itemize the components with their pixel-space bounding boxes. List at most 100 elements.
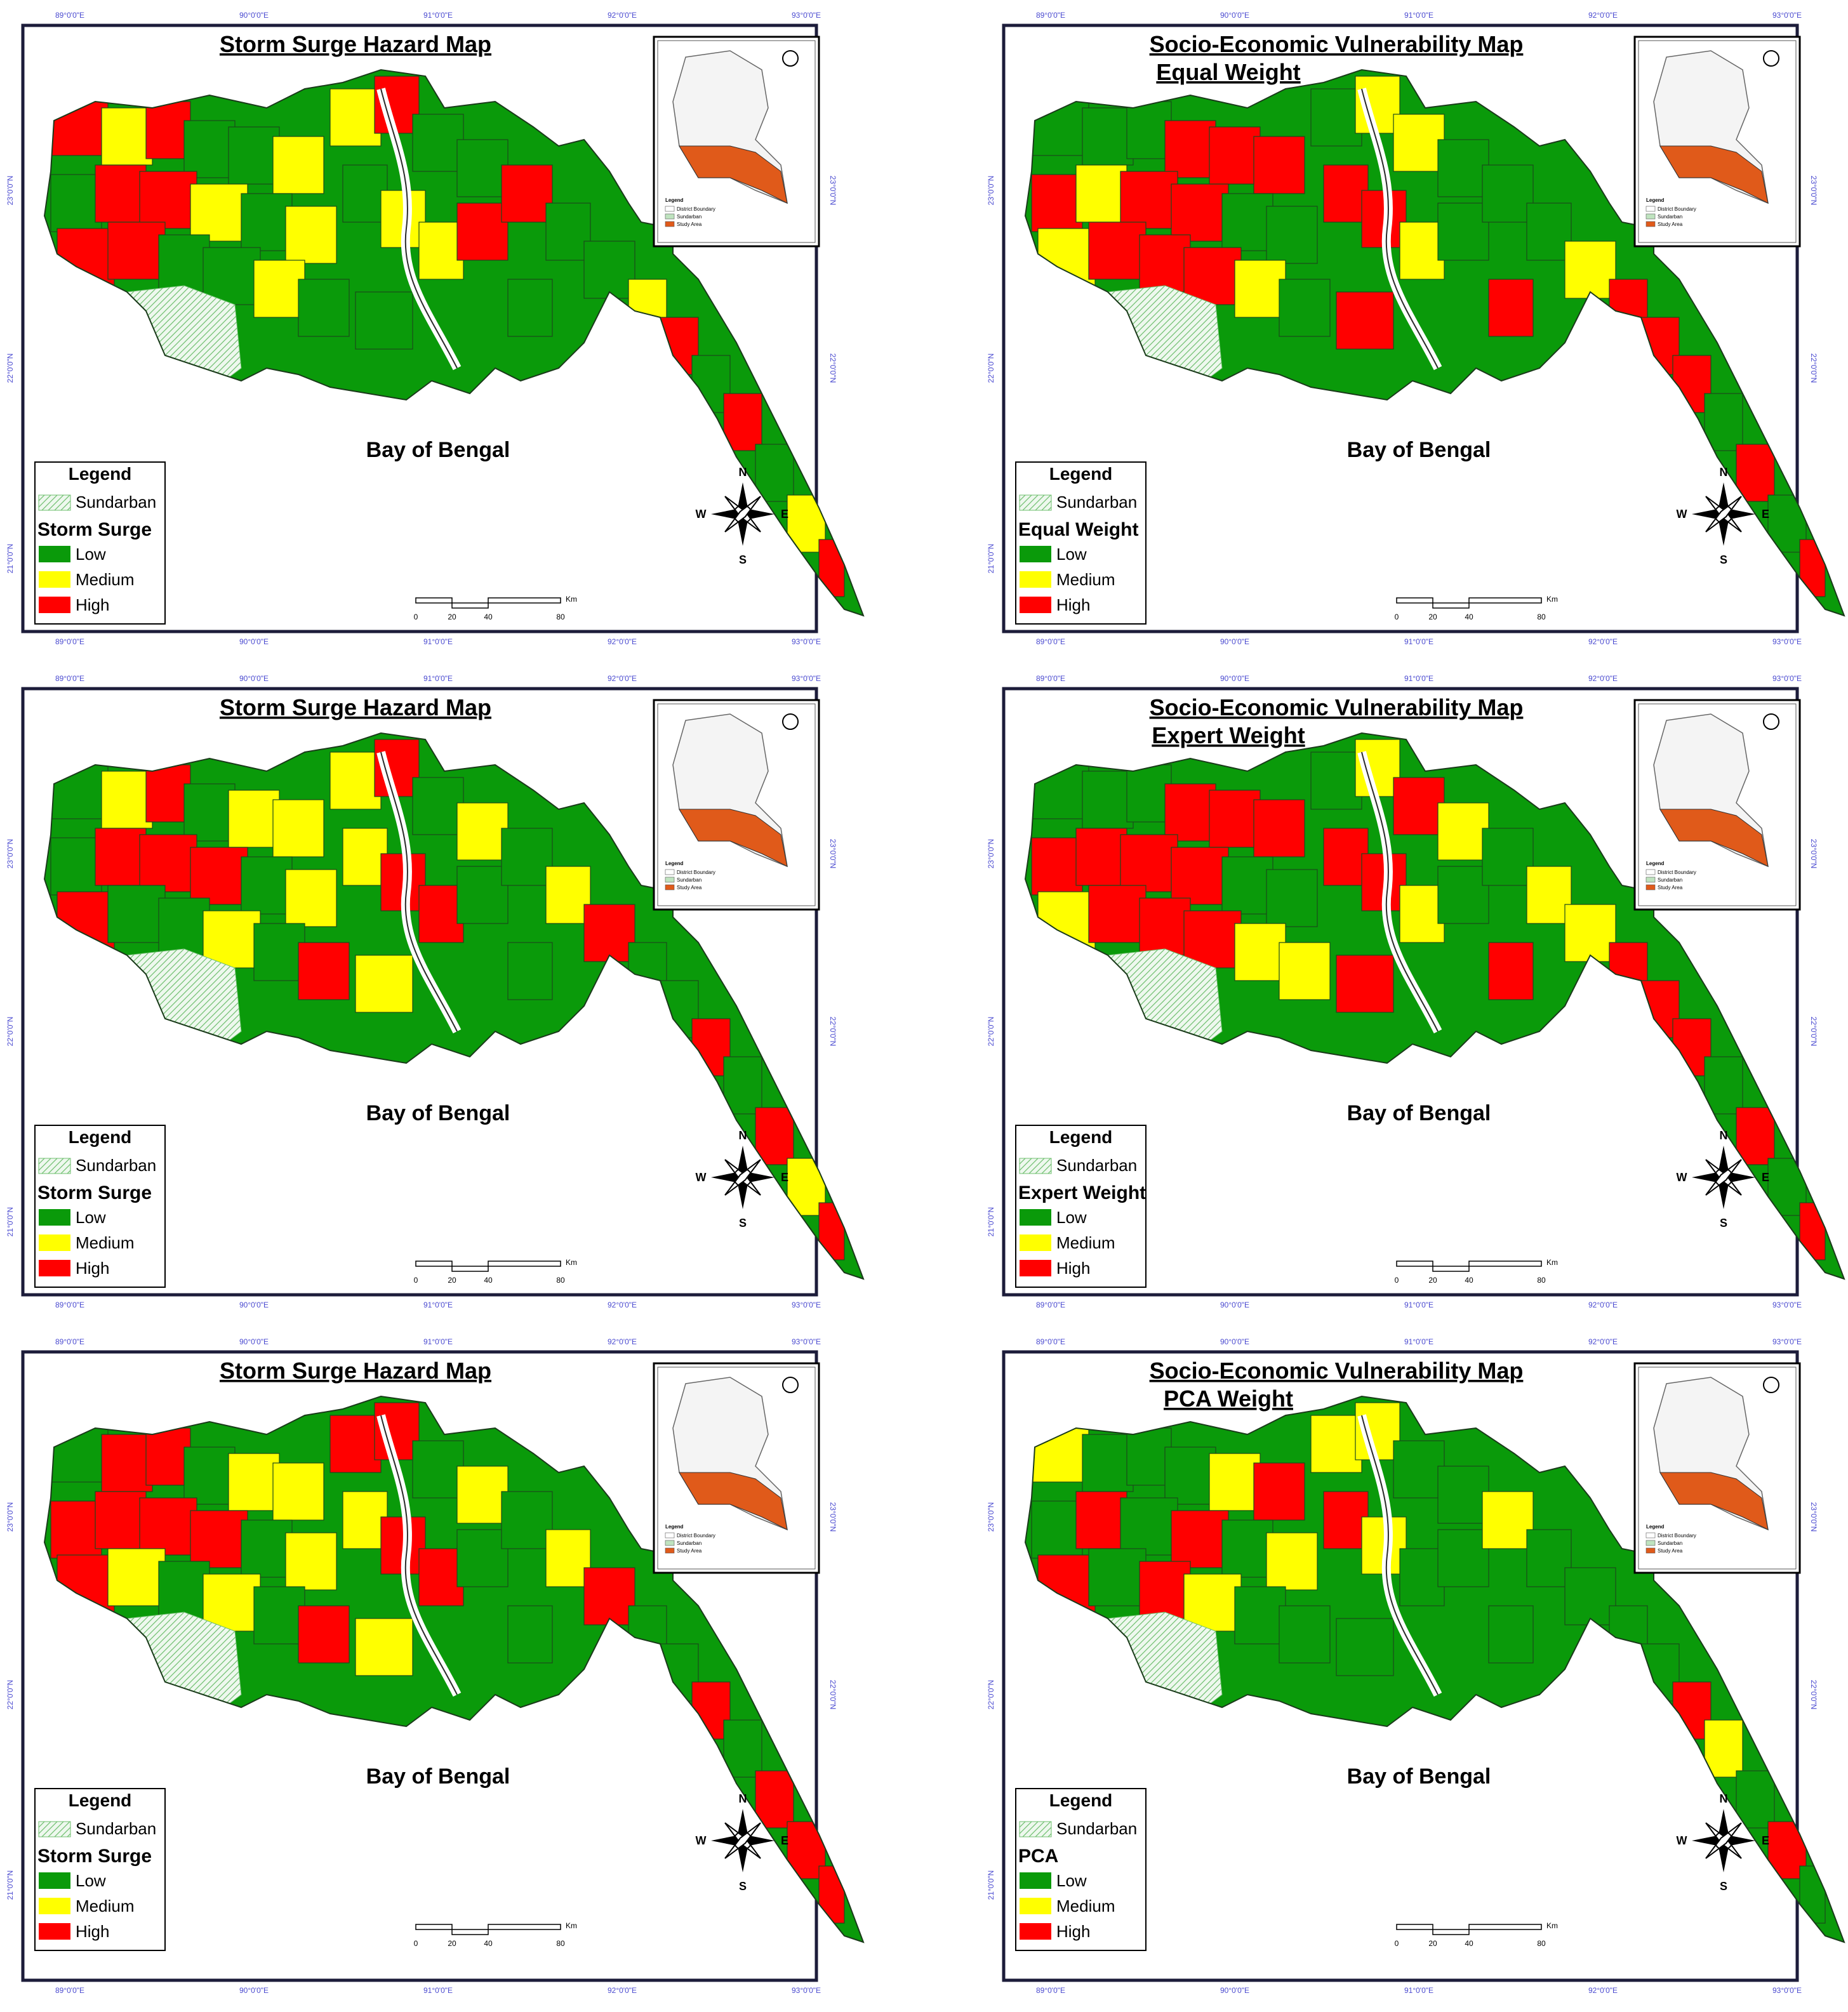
bay-of-bengal-label: Bay of Bengal xyxy=(366,1101,510,1125)
legend-heading: Expert Weight xyxy=(1018,1182,1146,1203)
scale-unit-label: Km xyxy=(566,1921,577,1930)
district-polygon xyxy=(412,1440,464,1499)
district-polygon xyxy=(818,539,845,597)
legend-swatch-high xyxy=(39,597,70,613)
district-polygon xyxy=(1310,88,1362,147)
legend-swatch-medium xyxy=(1020,571,1051,588)
legend-swatch-high xyxy=(39,1260,70,1276)
district-polygon xyxy=(139,834,197,892)
compass-e: E xyxy=(1762,1834,1769,1847)
compass-e: E xyxy=(781,1171,788,1184)
district-polygon xyxy=(1031,174,1083,232)
compass-rose-icon xyxy=(711,482,774,546)
longitude-label-bottom: 92°0'0"E xyxy=(1588,1986,1618,1995)
district-polygon xyxy=(755,444,794,502)
inset-study-area xyxy=(679,145,788,204)
legend-label-high: High xyxy=(1056,1922,1090,1941)
district-polygon xyxy=(456,1529,509,1587)
legend-swatch-high xyxy=(1020,597,1051,613)
district-polygon xyxy=(1399,222,1445,280)
latitude-label-right: 23°0'0"N xyxy=(828,839,837,869)
district-polygon xyxy=(1279,279,1331,337)
district-polygon xyxy=(272,136,324,194)
legend-label-low: Low xyxy=(76,1871,106,1890)
latitude-label-right: 23°0'0"N xyxy=(1809,176,1818,206)
district-polygon xyxy=(1336,1618,1394,1676)
latitude-label-left: 22°0'0"N xyxy=(6,1017,15,1047)
legend-heading: PCA xyxy=(1018,1846,1058,1867)
district-polygon xyxy=(1253,1462,1305,1521)
inset-legend-title: Legend xyxy=(1646,197,1665,203)
district-polygon xyxy=(1437,802,1489,861)
district-polygon xyxy=(190,847,248,905)
inset-legend-item: Sundarban xyxy=(1658,214,1682,220)
compass-e: E xyxy=(781,1834,788,1847)
inset-legend-item: Sundarban xyxy=(1658,1540,1682,1546)
inset-legend-item: District Boundary xyxy=(1658,1533,1696,1539)
inset-study-area xyxy=(679,1472,788,1530)
district-polygon xyxy=(456,866,509,924)
inset-north-arrow-icon xyxy=(1763,1377,1779,1393)
longitude-label-bottom: 92°0'0"E xyxy=(1588,637,1618,646)
latitude-label-left: 23°0'0"N xyxy=(987,1502,995,1532)
district-polygon xyxy=(1526,1529,1572,1587)
longitude-label-bottom: 93°0'0"E xyxy=(792,637,821,646)
scale-tick-label: 80 xyxy=(556,1276,565,1285)
district-polygon xyxy=(1799,1865,1826,1924)
district-polygon xyxy=(1221,1519,1273,1578)
district-polygon xyxy=(1799,539,1826,597)
district-polygon xyxy=(1253,136,1305,194)
district-polygon xyxy=(501,164,553,223)
locator-inset: Legend District Boundary Sundarban Study Ar… xyxy=(653,36,820,248)
study-area-map xyxy=(1025,733,1844,1279)
longitude-label-bottom: 90°0'0"E xyxy=(239,1986,269,1995)
district-polygon xyxy=(298,942,350,1000)
district-polygon xyxy=(1209,790,1261,848)
district-polygon xyxy=(342,828,388,886)
legend-label-low: Low xyxy=(76,1208,106,1227)
compass-w: W xyxy=(696,1171,707,1184)
district-polygon xyxy=(95,1491,147,1549)
compass-rose-icon xyxy=(711,1146,774,1209)
river-outline xyxy=(1361,88,1439,369)
legend-label-low: Low xyxy=(1056,1871,1087,1890)
scale-unit-label: Km xyxy=(566,595,577,604)
scale-tick-label: 20 xyxy=(448,612,456,621)
latitude-label-left: 23°0'0"N xyxy=(987,176,995,206)
longitude-label-top: 90°0'0"E xyxy=(239,11,269,20)
inset-study-area xyxy=(1659,1472,1769,1530)
legend-swatch-sundarban xyxy=(38,1821,71,1837)
longitude-label-bottom: 89°0'0"E xyxy=(1036,637,1065,646)
district-polygon xyxy=(329,88,382,147)
longitude-label-bottom: 93°0'0"E xyxy=(792,1301,821,1309)
compass-n: N xyxy=(739,1129,747,1142)
district-polygon xyxy=(1088,222,1147,280)
longitude-label-top: 93°0'0"E xyxy=(792,674,821,683)
longitude-label-top: 91°0'0"E xyxy=(423,1337,453,1346)
district-polygon xyxy=(1171,183,1229,242)
inset-legend-item: District Boundary xyxy=(677,206,715,212)
map-subtitle: Expert Weight xyxy=(1152,722,1305,748)
district-polygon xyxy=(1704,393,1743,451)
district-polygon xyxy=(1399,885,1445,943)
inset-north-arrow-icon xyxy=(782,713,799,730)
legend-title: Legend xyxy=(69,464,132,484)
district-polygon xyxy=(1088,885,1147,943)
scale-tick-label: 0 xyxy=(1395,612,1399,621)
district-polygon xyxy=(1234,1586,1286,1645)
longitude-label-top: 93°0'0"E xyxy=(792,11,821,20)
district-polygon xyxy=(456,802,509,861)
district-polygon xyxy=(1482,1491,1534,1549)
longitude-label-top: 89°0'0"E xyxy=(1036,1337,1065,1346)
district-polygon xyxy=(1437,866,1489,924)
map-title: Storm Surge Hazard Map xyxy=(220,1358,491,1384)
legend-heading: Equal Weight xyxy=(1018,519,1138,540)
compass-w: W xyxy=(696,1834,707,1847)
district-polygon xyxy=(456,202,509,261)
district-polygon xyxy=(145,1427,191,1486)
inset-study-area xyxy=(679,809,788,867)
legend-swatch-medium xyxy=(39,571,70,588)
district-polygon xyxy=(1266,869,1318,927)
district-polygon xyxy=(203,247,261,305)
scale-unit-label: Km xyxy=(1546,595,1558,604)
